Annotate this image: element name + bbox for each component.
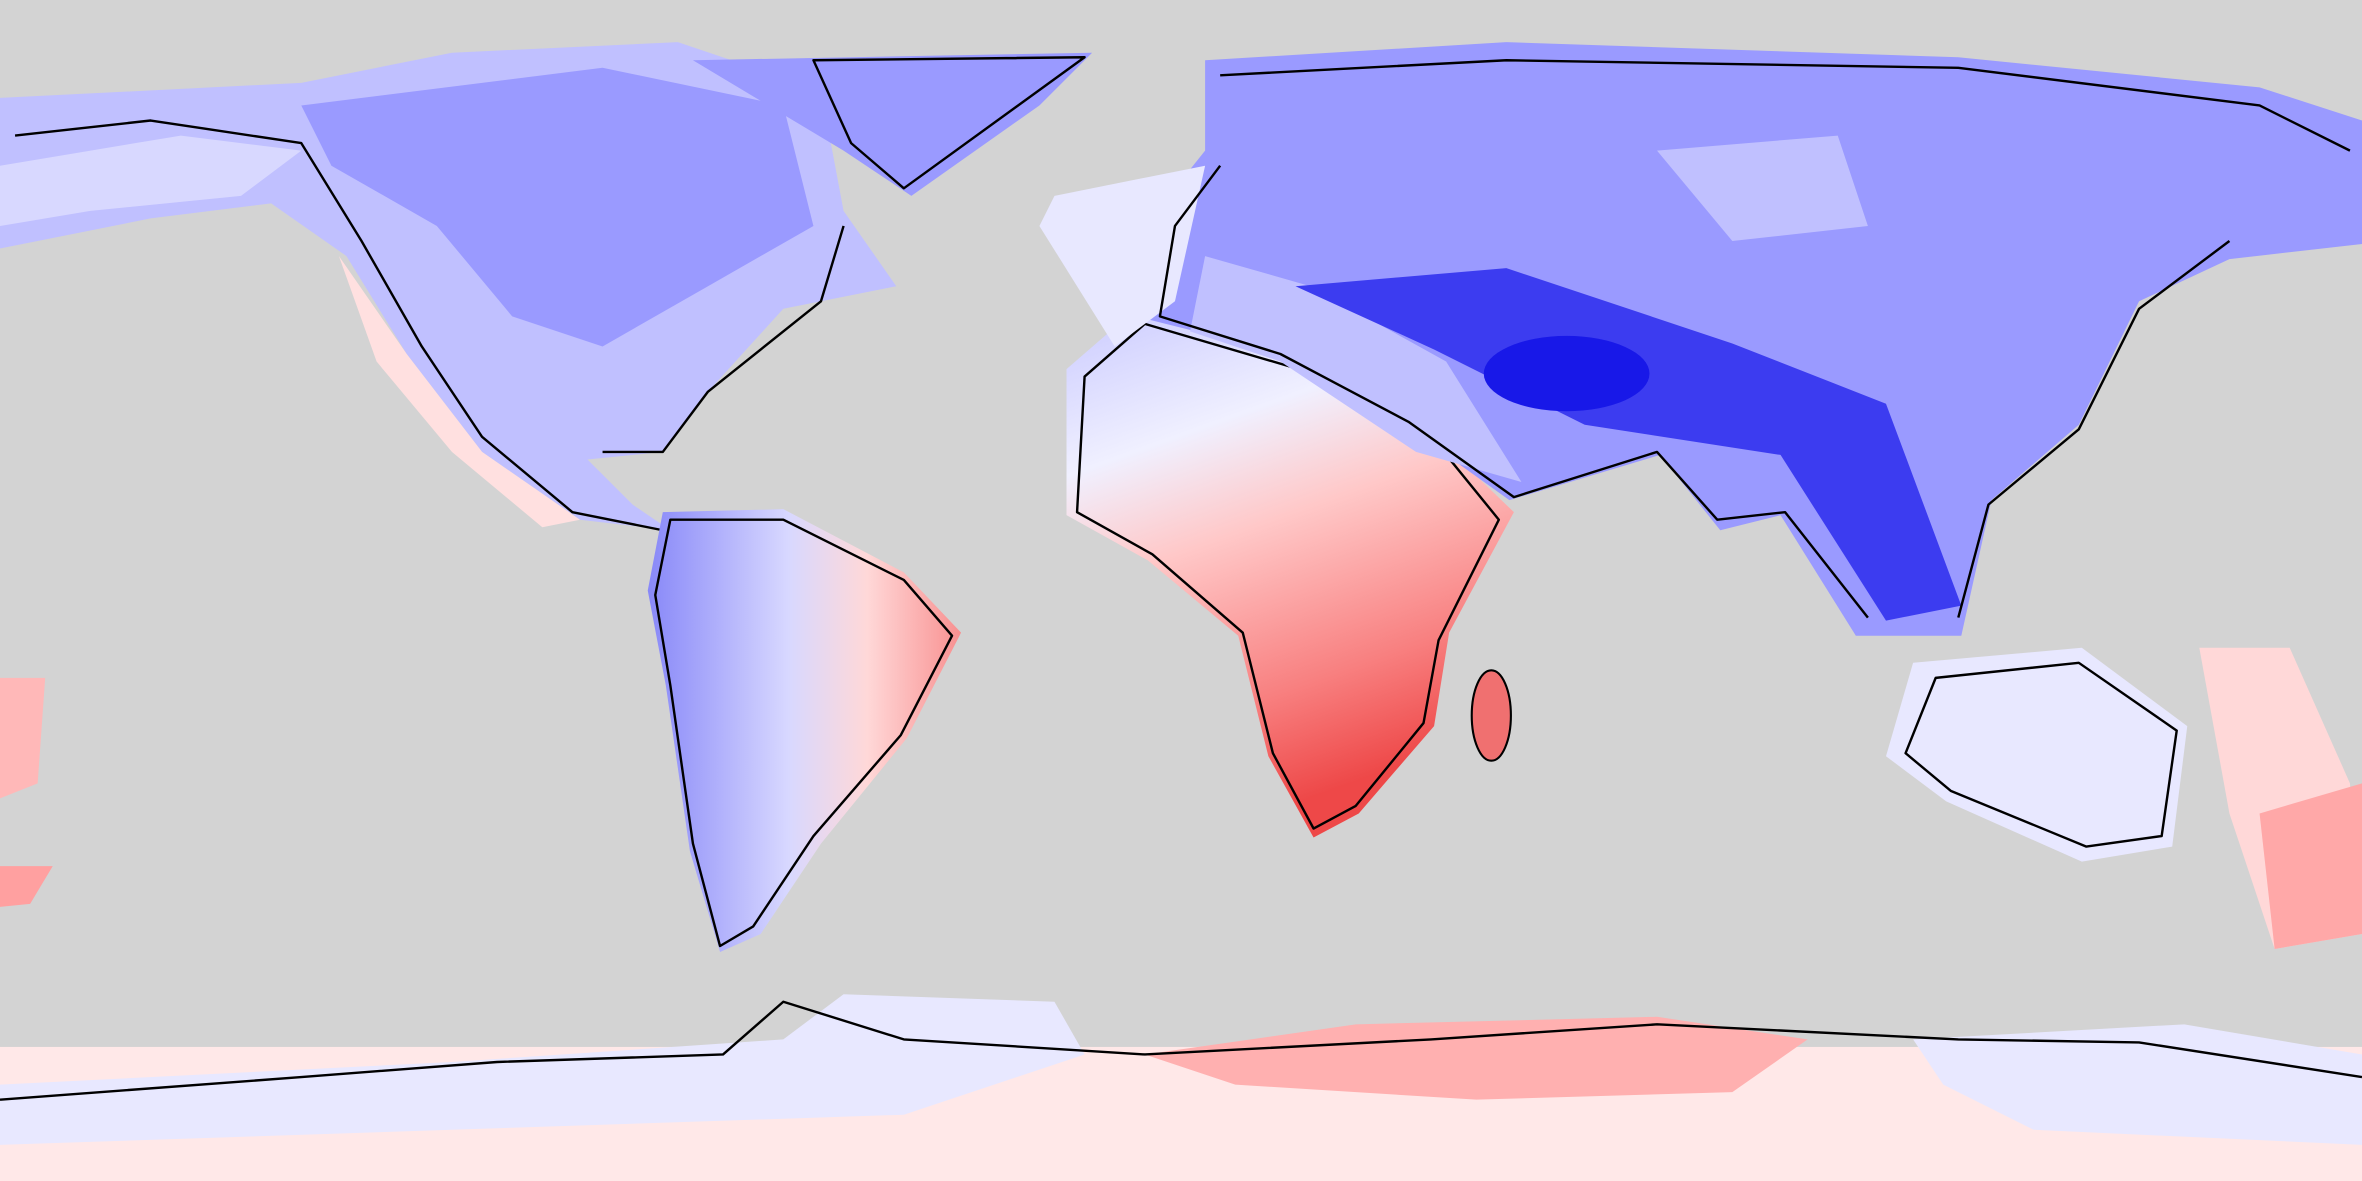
greenland <box>692 52 1093 196</box>
eurasia <box>1039 42 2362 636</box>
australia <box>0 647 2362 950</box>
north-america <box>0 42 897 532</box>
antarctica <box>0 994 2362 1181</box>
south-america <box>647 509 962 953</box>
